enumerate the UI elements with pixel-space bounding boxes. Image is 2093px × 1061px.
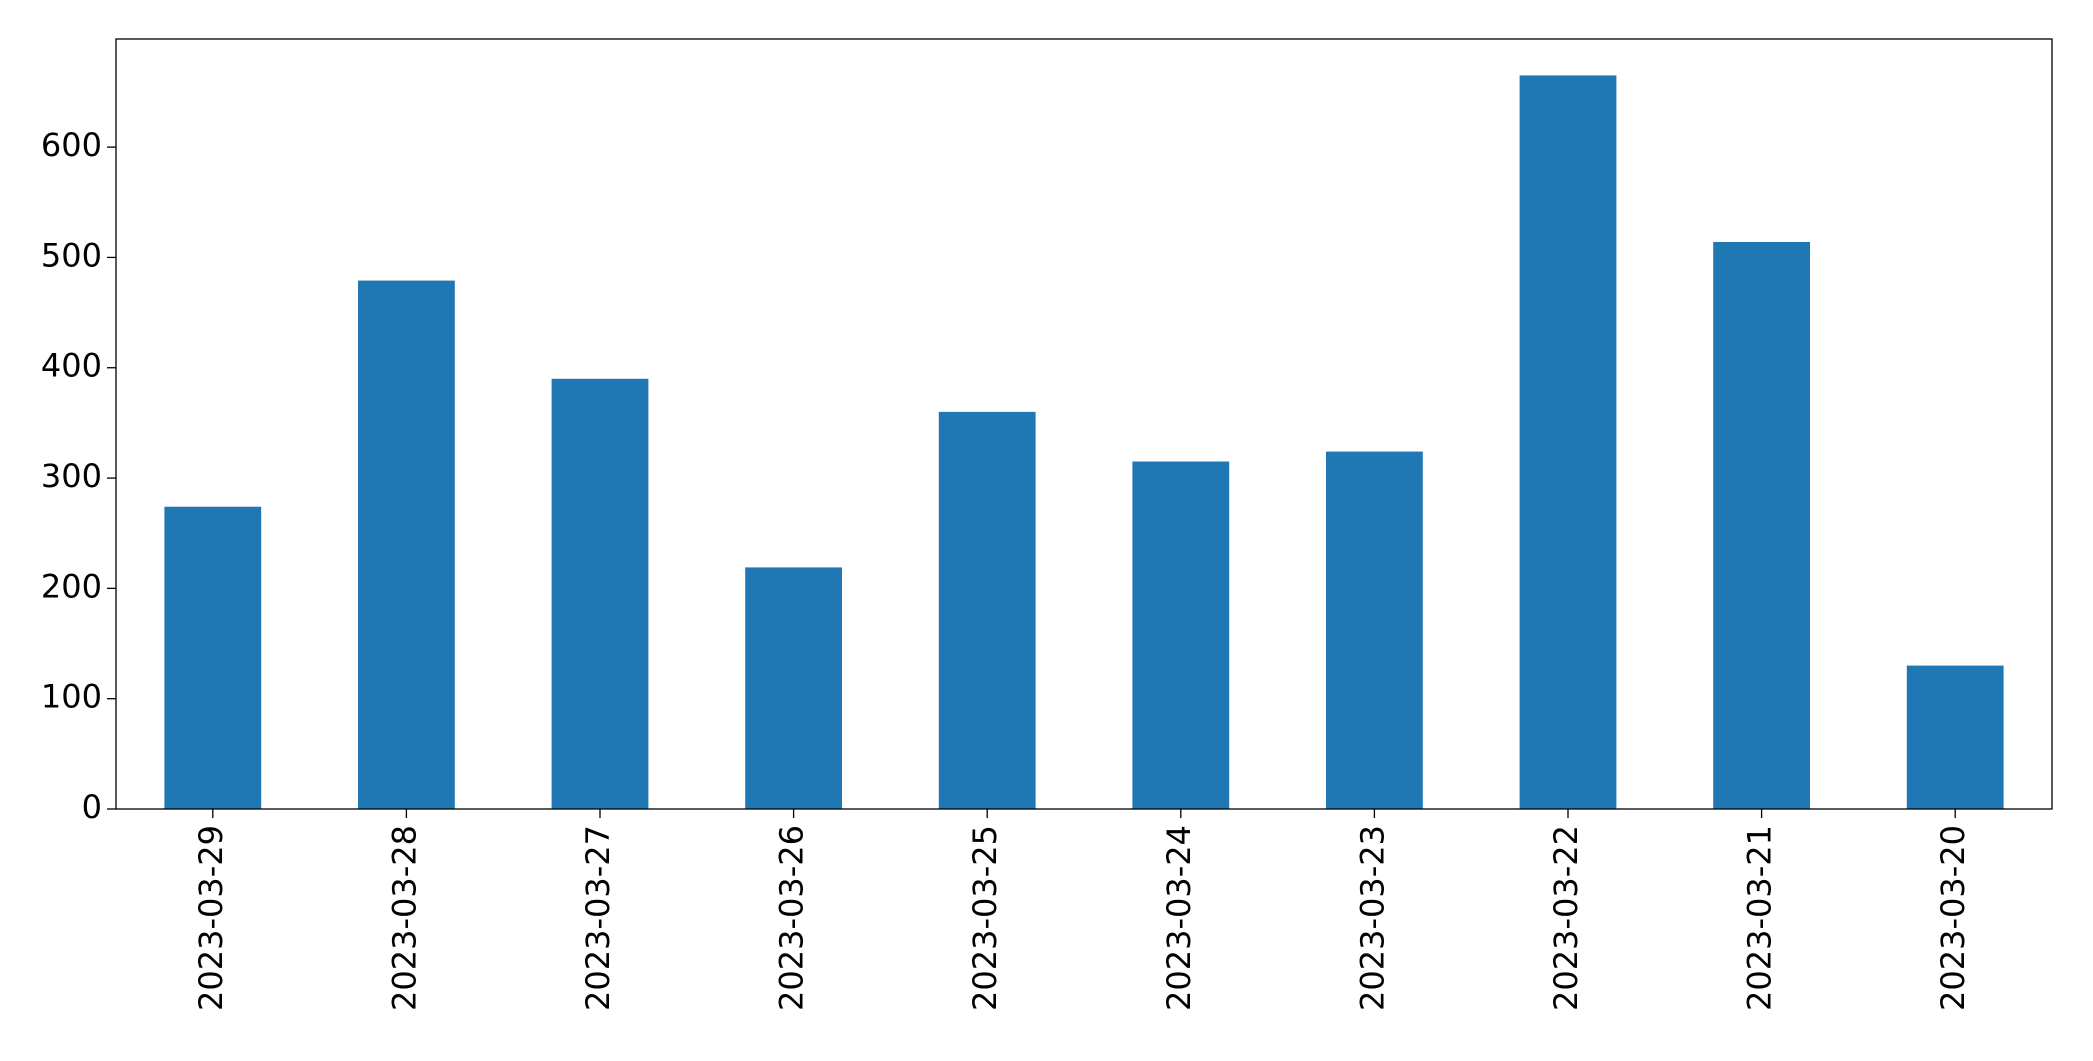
bar	[938, 411, 1036, 809]
x-tick-label: 2023-03-23	[1353, 825, 1391, 1011]
bar	[1906, 665, 2004, 809]
bar	[551, 378, 649, 809]
x-tick-label: 2023-03-24	[1160, 825, 1198, 1011]
y-tick-label: 500	[41, 236, 102, 274]
y-tick-label: 0	[82, 788, 102, 826]
y-tick-label: 600	[41, 126, 102, 164]
bar	[1519, 75, 1617, 810]
y-tick-label: 300	[41, 457, 102, 495]
x-tick-label: 2023-03-22	[1547, 825, 1585, 1011]
y-tick-label: 200	[41, 567, 102, 605]
x-tick-label: 2023-03-26	[773, 825, 811, 1011]
bar	[1326, 451, 1423, 809]
x-tick-label: 2023-03-27	[579, 825, 617, 1011]
x-tick-label: 2023-03-29	[192, 825, 230, 1011]
y-tick-label: 400	[41, 347, 102, 385]
bar	[358, 280, 455, 809]
plot-frame	[115, 38, 2053, 810]
bar	[1132, 461, 1230, 809]
x-tick-label: 2023-03-21	[1741, 825, 1779, 1011]
x-tick-label: 2023-03-25	[966, 825, 1004, 1011]
x-tick-label: 2023-03-20	[1934, 825, 1972, 1011]
bar	[745, 567, 842, 809]
bar	[164, 506, 262, 809]
x-tick-label: 2023-03-28	[385, 825, 423, 1011]
y-tick-label: 100	[41, 678, 102, 716]
bar	[1713, 241, 1810, 809]
